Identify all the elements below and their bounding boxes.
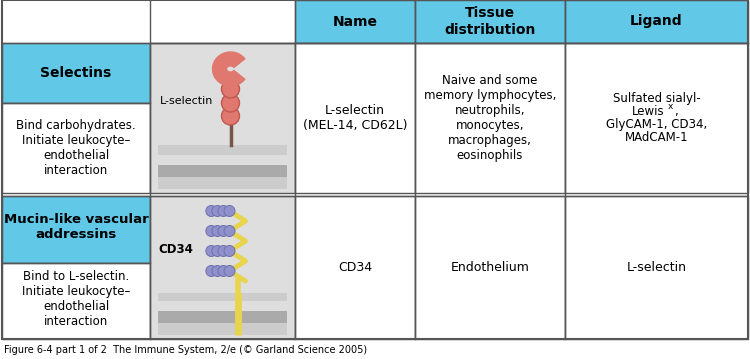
Bar — [2, 263, 150, 339]
Bar — [565, 0, 748, 43]
Bar — [295, 43, 415, 193]
Bar — [415, 0, 565, 43]
Circle shape — [212, 205, 223, 216]
Bar — [295, 196, 415, 339]
Bar — [150, 196, 295, 339]
Circle shape — [218, 205, 229, 216]
Bar — [2, 43, 150, 103]
Bar — [158, 145, 287, 155]
Circle shape — [212, 225, 223, 237]
Bar — [415, 43, 565, 193]
Bar — [158, 311, 287, 323]
Bar — [2, 103, 150, 193]
Bar — [295, 0, 415, 43]
Text: Name: Name — [332, 14, 377, 28]
Bar — [150, 43, 295, 193]
Bar — [415, 196, 565, 339]
Bar — [158, 293, 287, 301]
Text: MAdCAM-1: MAdCAM-1 — [625, 131, 688, 144]
Text: Bind carbohydrates.
Initiate leukocyte–
endothelial
interaction: Bind carbohydrates. Initiate leukocyte– … — [16, 119, 136, 177]
Bar — [158, 323, 287, 335]
Text: Naive and some
memory lymphocytes,
neutrophils,
monocytes,
macrophages,
eosinoph: Naive and some memory lymphocytes, neutr… — [424, 74, 556, 162]
Text: Figure 6-4 part 1 of 2  The Immune System, 2/e (© Garland Science 2005): Figure 6-4 part 1 of 2 The Immune System… — [4, 345, 368, 355]
Circle shape — [206, 225, 217, 237]
Bar — [2, 196, 150, 263]
Text: Selectins: Selectins — [40, 66, 112, 80]
Circle shape — [218, 266, 229, 276]
Text: Sulfated sialyl-: Sulfated sialyl- — [613, 92, 701, 105]
Text: CD34: CD34 — [338, 261, 372, 274]
Text: Tissue
distribution: Tissue distribution — [444, 6, 536, 37]
Circle shape — [218, 246, 229, 256]
Text: x: x — [668, 102, 674, 111]
Text: L-selectin: L-selectin — [160, 96, 213, 106]
Text: Bind to L-selectin.
Initiate leukocyte–
endothelial
interaction: Bind to L-selectin. Initiate leukocyte– … — [22, 270, 130, 328]
Text: Ligand: Ligand — [630, 14, 682, 28]
Text: Mucin-like vascular
addressins: Mucin-like vascular addressins — [4, 214, 148, 242]
Text: CD34: CD34 — [158, 243, 193, 256]
Text: Endothelium: Endothelium — [451, 261, 530, 274]
Text: ,: , — [674, 105, 678, 118]
Circle shape — [206, 205, 217, 216]
Circle shape — [212, 246, 223, 256]
Circle shape — [206, 266, 217, 276]
Circle shape — [206, 246, 217, 256]
Bar — [158, 165, 287, 177]
Circle shape — [221, 94, 239, 112]
Text: Lewis: Lewis — [632, 105, 664, 118]
Circle shape — [224, 225, 235, 237]
Bar — [565, 43, 748, 193]
Text: L-selectin
(MEL-14, CD62L): L-selectin (MEL-14, CD62L) — [303, 104, 407, 132]
Circle shape — [224, 266, 235, 276]
Circle shape — [218, 225, 229, 237]
Text: L-selectin: L-selectin — [626, 261, 686, 274]
Circle shape — [224, 246, 235, 256]
Bar — [565, 196, 748, 339]
Circle shape — [212, 266, 223, 276]
Bar — [158, 177, 287, 189]
Circle shape — [221, 107, 239, 125]
Text: GlyCAM-1, CD34,: GlyCAM-1, CD34, — [606, 118, 707, 131]
Circle shape — [224, 205, 235, 216]
Circle shape — [221, 80, 239, 98]
